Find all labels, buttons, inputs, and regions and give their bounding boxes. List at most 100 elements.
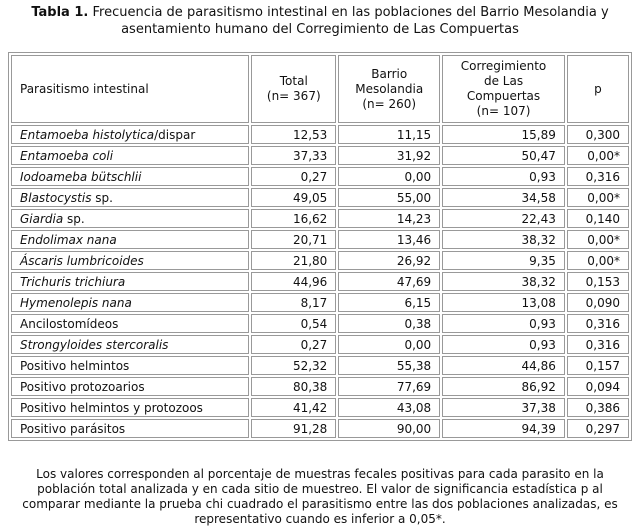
label-part: sp. bbox=[63, 211, 85, 226]
header-line: Parasitismo intestinal bbox=[20, 81, 149, 96]
title-label: Tabla 1. bbox=[31, 5, 89, 20]
row-label: Positivo protozoarios bbox=[11, 377, 250, 396]
value-cell: 0,316 bbox=[566, 335, 629, 354]
row-label: Blastocystis sp. bbox=[11, 188, 250, 207]
label-part: Strongyloides stercoralis bbox=[20, 337, 169, 352]
label-part: Trichuris trichiura bbox=[20, 274, 126, 289]
value-cell: 21,80 bbox=[251, 251, 337, 270]
table-row: Blastocystis sp. 49,05 55,00 34,58 0,00* bbox=[11, 188, 629, 207]
value-cell: 94,39 bbox=[442, 419, 565, 438]
value-cell: 55,38 bbox=[338, 356, 441, 375]
value-cell: 0,297 bbox=[566, 419, 629, 438]
row-label: Strongyloides stercoralis bbox=[11, 335, 250, 354]
value-cell: 52,32 bbox=[251, 356, 337, 375]
table: Parasitismo intestinal Total (n= 367) Barri… bbox=[8, 52, 632, 441]
table-row: Positivo protozoarios 80,38 77,69 86,92 0,09… bbox=[11, 377, 629, 396]
value-cell: 90,00 bbox=[338, 419, 441, 438]
value-cell: 80,38 bbox=[251, 377, 337, 396]
row-label: Endolimax nana bbox=[11, 230, 250, 249]
value-cell: 0,300 bbox=[566, 125, 629, 144]
label-part: Giardia bbox=[20, 211, 64, 226]
value-cell: 0,090 bbox=[566, 293, 629, 312]
footnote: Los valores corresponden al porcentaje d… bbox=[22, 467, 618, 526]
table-row: Giardia sp. 16,62 14,23 22,43 0,140 bbox=[11, 209, 629, 228]
label-part: Entamoeba coli bbox=[20, 148, 114, 163]
row-label: Entamoeba coli bbox=[11, 146, 250, 165]
value-cell: 15,89 bbox=[442, 125, 565, 144]
value-cell: 37,38 bbox=[442, 398, 565, 417]
header-line: (n= 367) bbox=[266, 89, 321, 103]
table-row: Áscaris lumbricoides 21,80 26,92 9,35 0,00* bbox=[11, 251, 629, 270]
table-row: Hymenolepis nana 8,17 6,15 13,08 0,090 bbox=[11, 293, 629, 312]
value-cell: 0,00* bbox=[566, 251, 629, 270]
label-part: Hymenolepis nana bbox=[20, 295, 132, 310]
label-part: Iodoameba bütschlii bbox=[20, 169, 142, 184]
table-row: Strongyloides stercoralis 0,27 0,00 0,93 0,3… bbox=[11, 335, 629, 354]
value-cell: 22,43 bbox=[442, 209, 565, 228]
table-row: Iodoameba bütschlii 0,27 0,00 0,93 0,316 bbox=[11, 167, 629, 186]
row-label: Positivo helmintos y protozoos bbox=[11, 398, 250, 417]
value-cell: 44,96 bbox=[251, 272, 337, 291]
value-cell: 13,08 bbox=[442, 293, 565, 312]
header-row: Parasitismo intestinal Total (n= 367) Barri… bbox=[11, 55, 629, 123]
value-cell: 0,93 bbox=[442, 167, 565, 186]
value-cell: 9,35 bbox=[442, 251, 565, 270]
table-row: Entamoeba coli 37,33 31,92 50,47 0,00* bbox=[11, 146, 629, 165]
header-cell: Total (n= 367) bbox=[251, 55, 337, 123]
value-cell: 8,17 bbox=[251, 293, 337, 312]
value-cell: 44,86 bbox=[442, 356, 565, 375]
row-label: Hymenolepis nana bbox=[11, 293, 250, 312]
value-cell: 0,386 bbox=[566, 398, 629, 417]
value-cell: 34,58 bbox=[442, 188, 565, 207]
row-label: Positivo parásitos bbox=[11, 419, 250, 438]
value-cell: 31,92 bbox=[338, 146, 441, 165]
value-cell: 0,27 bbox=[251, 167, 337, 186]
table-row: Positivo helmintos 52,32 55,38 44,86 0,157 bbox=[11, 356, 629, 375]
label-part: Positivo parásitos bbox=[20, 421, 126, 436]
header-cell: Barrio Mesolandia (n= 260) bbox=[338, 55, 441, 123]
value-cell: 0,00* bbox=[566, 146, 629, 165]
row-label: Positivo helmintos bbox=[11, 356, 250, 375]
label-part: Entamoeba histolytica bbox=[20, 127, 155, 142]
value-cell: 0,316 bbox=[566, 167, 629, 186]
table-row: Endolimax nana 20,71 13,46 38,32 0,00* bbox=[11, 230, 629, 249]
value-cell: 91,28 bbox=[251, 419, 337, 438]
value-cell: 0,93 bbox=[442, 314, 565, 333]
value-cell: 11,15 bbox=[338, 125, 441, 144]
value-cell: 0,54 bbox=[251, 314, 337, 333]
value-cell: 0,094 bbox=[566, 377, 629, 396]
header-line: Mesolandia bbox=[355, 81, 424, 96]
header-line: Corregimiento bbox=[460, 59, 547, 73]
value-cell: 26,92 bbox=[338, 251, 441, 270]
row-label: Ancilostomídeos bbox=[11, 314, 250, 333]
value-cell: 77,69 bbox=[338, 377, 441, 396]
table-row: Ancilostomídeos 0,54 0,38 0,93 0,316 bbox=[11, 314, 629, 333]
value-cell: 6,15 bbox=[338, 293, 441, 312]
table-row: Trichuris trichiura 44,96 47,69 38,32 0,153 bbox=[11, 272, 629, 291]
header-cell: Corregimiento de Las Compuertas (n= 107) bbox=[442, 55, 565, 123]
table-row: Positivo helmintos y protozoos 41,42 43,08… bbox=[11, 398, 629, 417]
value-cell: 0,00 bbox=[338, 167, 441, 186]
label-part: Positivo protozoarios bbox=[20, 379, 145, 394]
value-cell: 0,157 bbox=[566, 356, 629, 375]
label-part: Ancilostomídeos bbox=[20, 316, 119, 331]
label-part: sp. bbox=[91, 190, 113, 205]
value-cell: 41,42 bbox=[251, 398, 337, 417]
header-line: (n= 260) bbox=[362, 96, 417, 111]
value-cell: 43,08 bbox=[338, 398, 441, 417]
label-part: Positivo helmintos y protozoos bbox=[20, 400, 203, 415]
row-label: Giardia sp. bbox=[11, 209, 250, 228]
value-cell: 0,27 bbox=[251, 335, 337, 354]
value-cell: 13,46 bbox=[338, 230, 441, 249]
row-label: Trichuris trichiura bbox=[11, 272, 250, 291]
value-cell: 0,93 bbox=[442, 335, 565, 354]
header-line: (n= 107) bbox=[476, 104, 531, 118]
title: Tabla 1. Frecuencia de parasitismo intes… bbox=[8, 4, 632, 38]
value-cell: 20,71 bbox=[251, 230, 337, 249]
value-cell: 14,23 bbox=[338, 209, 441, 228]
value-cell: 38,32 bbox=[442, 230, 565, 249]
value-cell: 38,32 bbox=[442, 272, 565, 291]
title-text: Frecuencia de parasitismo intestinal en … bbox=[92, 5, 609, 37]
value-cell: 16,62 bbox=[251, 209, 337, 228]
label-part: /dispar bbox=[154, 127, 196, 142]
